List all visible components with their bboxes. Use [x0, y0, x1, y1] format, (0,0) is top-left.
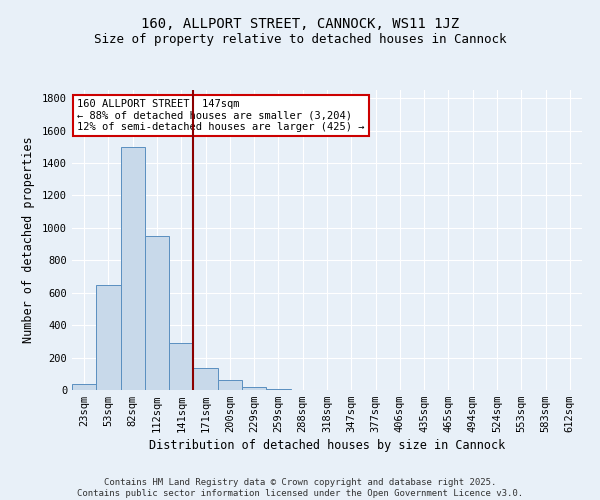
Bar	[193, 368, 218, 390]
Bar	[242, 387, 266, 390]
Text: Contains HM Land Registry data © Crown copyright and database right 2025.
Contai: Contains HM Land Registry data © Crown c…	[77, 478, 523, 498]
Bar	[145, 236, 169, 390]
Bar	[218, 380, 242, 390]
Bar	[266, 388, 290, 390]
Bar	[169, 343, 193, 390]
Y-axis label: Number of detached properties: Number of detached properties	[22, 136, 35, 344]
X-axis label: Distribution of detached houses by size in Cannock: Distribution of detached houses by size …	[149, 440, 505, 452]
Text: 160 ALLPORT STREET: 147sqm
← 88% of detached houses are smaller (3,204)
12% of s: 160 ALLPORT STREET: 147sqm ← 88% of deta…	[77, 99, 365, 132]
Text: Size of property relative to detached houses in Cannock: Size of property relative to detached ho…	[94, 32, 506, 46]
Bar	[121, 147, 145, 390]
Bar	[96, 284, 121, 390]
Text: 160, ALLPORT STREET, CANNOCK, WS11 1JZ: 160, ALLPORT STREET, CANNOCK, WS11 1JZ	[141, 18, 459, 32]
Bar	[72, 384, 96, 390]
